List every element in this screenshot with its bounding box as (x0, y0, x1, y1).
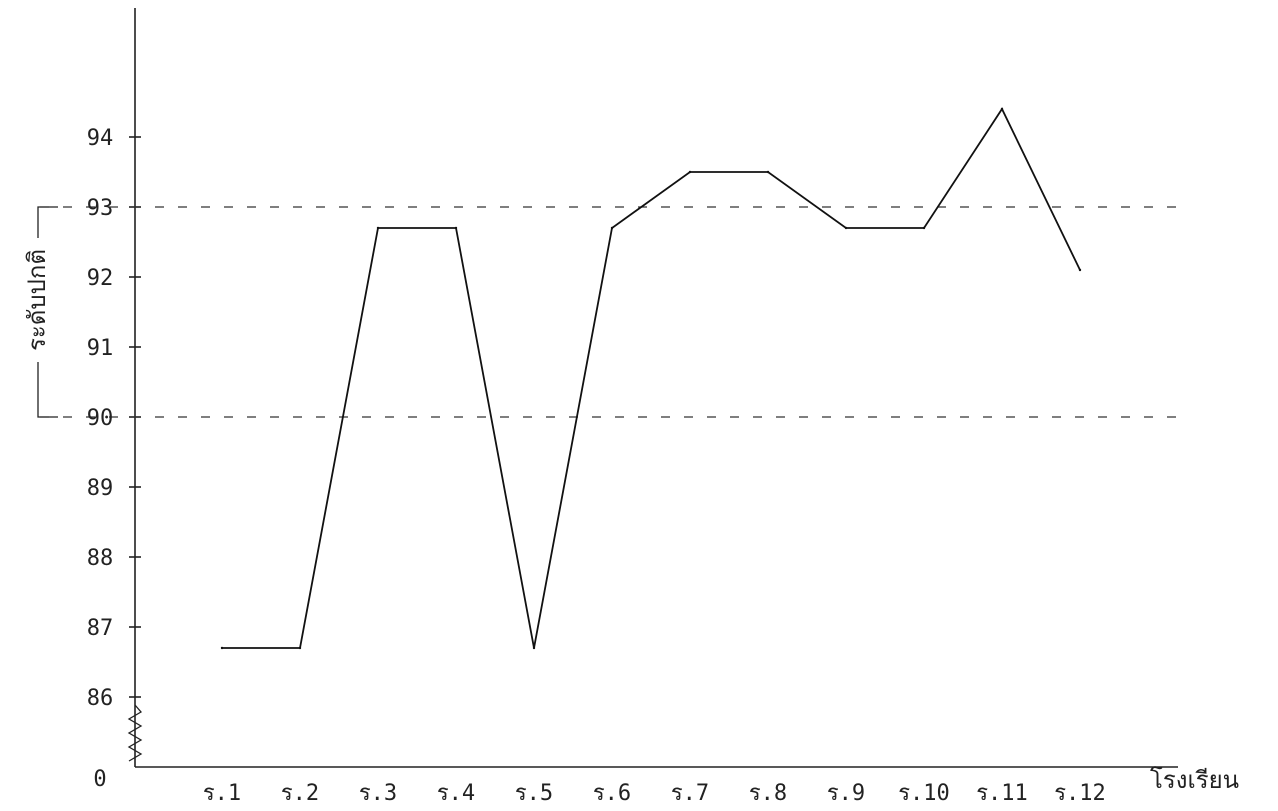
data-point (532, 646, 536, 650)
series-line (222, 107, 1081, 649)
axes (37, 8, 1178, 768)
data-point (376, 226, 380, 230)
axis-break-zigzag (127, 704, 143, 762)
x-tick-label: ร.7 (671, 781, 709, 806)
y-tick-label: 87 (87, 616, 114, 641)
data-point (844, 226, 848, 230)
y-axis-title: ระดับปกติ (23, 249, 51, 351)
data-point (298, 646, 302, 650)
y-tick-label: 94 (87, 126, 114, 151)
series (220, 107, 1082, 650)
y-tick-label: 86 (87, 686, 114, 711)
y-tick-label: 91 (87, 336, 114, 361)
data-point (766, 170, 770, 174)
y-origin-label: 0 (93, 767, 106, 792)
data-point (1000, 107, 1004, 111)
y-tick-label: 89 (87, 476, 114, 501)
data-point (1078, 268, 1082, 272)
x-tick-label: ร.9 (827, 781, 865, 806)
normal-range-bracket-bottom (37, 362, 58, 418)
y-tick-label: 88 (87, 546, 114, 571)
data-point (922, 226, 926, 230)
x-tick-label: ร.6 (593, 781, 631, 806)
y-tick-label: 90 (87, 406, 114, 431)
x-tick-label: ร.3 (359, 781, 397, 806)
x-tick-label: ร.5 (515, 781, 553, 806)
data-point (610, 226, 614, 230)
y-axis-title-group: ระดับปกติ (23, 249, 51, 351)
x-tick-label: ร.12 (1054, 781, 1106, 806)
reference-lines (40, 206, 1178, 418)
x-tick-label: ร.1 (203, 781, 241, 806)
x-tick-labels: ร.1 ร.2 ร.3 ร.4 ร.5 ร.6 ร.7 ร.8 ร.9 ร.10 ร.11 ร.12 (203, 781, 1106, 806)
x-tick-label: ร.4 (437, 781, 475, 806)
y-tick-labels: 86 87 88 89 90 91 92 93 94 (87, 126, 114, 711)
normal-range-bracket-top (37, 206, 58, 238)
x-tick-label: ร.8 (749, 781, 787, 806)
y-tick-label: 93 (87, 196, 114, 221)
data-point (454, 226, 458, 230)
x-tick-label: ร.10 (898, 781, 950, 806)
x-axis-title: โรงเรียน (1150, 766, 1239, 794)
data-point (220, 646, 224, 650)
x-tick-label: ร.11 (976, 781, 1028, 806)
x-tick-label: ร.2 (281, 781, 319, 806)
data-point (688, 170, 692, 174)
y-tick-label: 92 (87, 266, 114, 291)
